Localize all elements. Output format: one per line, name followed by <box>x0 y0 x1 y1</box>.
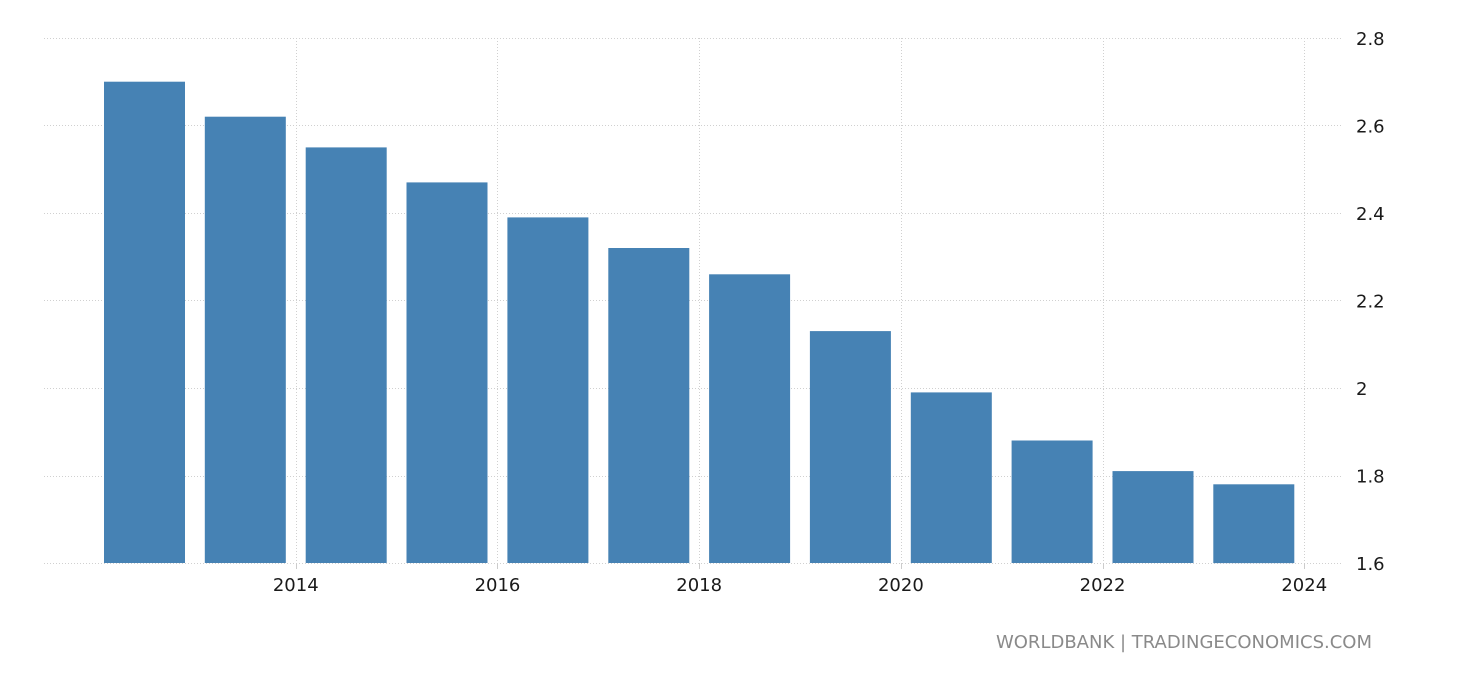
x-tick-label: 2020 <box>878 575 924 596</box>
bars <box>104 81 1295 564</box>
bar <box>507 217 589 563</box>
bar <box>1112 471 1194 563</box>
bar <box>204 116 286 563</box>
bar <box>305 147 387 563</box>
x-axis-tick-labels: 2014 2016 2018 2020 2022 2024 <box>273 575 1327 596</box>
x-tick-label: 2014 <box>273 575 319 596</box>
bar <box>709 274 791 563</box>
y-tick-label: 2.6 <box>1356 117 1385 138</box>
bar <box>608 248 690 563</box>
y-tick-label: 2 <box>1356 379 1367 400</box>
x-tick-label: 2022 <box>1080 575 1126 596</box>
y-tick-label: 2.8 <box>1356 29 1385 50</box>
bar <box>910 392 992 563</box>
bar <box>406 182 488 563</box>
x-tick-label: 2016 <box>475 575 521 596</box>
y-axis-tick-labels: 1.6 1.8 2 2.2 2.4 2.6 2.8 <box>1356 29 1385 575</box>
y-tick-label: 1.8 <box>1356 467 1385 488</box>
y-tick-label: 2.4 <box>1356 204 1385 225</box>
y-tick-label: 1.6 <box>1356 554 1385 575</box>
x-tick-label: 2018 <box>676 575 722 596</box>
source-label: WORLDBANK | TRADINGECONOMICS.COM <box>995 632 1372 653</box>
bar <box>809 331 891 563</box>
x-tick-label: 2024 <box>1281 575 1327 596</box>
bar <box>104 81 185 563</box>
y-tick-label: 2.2 <box>1356 292 1385 313</box>
bar <box>1213 484 1295 564</box>
bar <box>1011 440 1093 563</box>
